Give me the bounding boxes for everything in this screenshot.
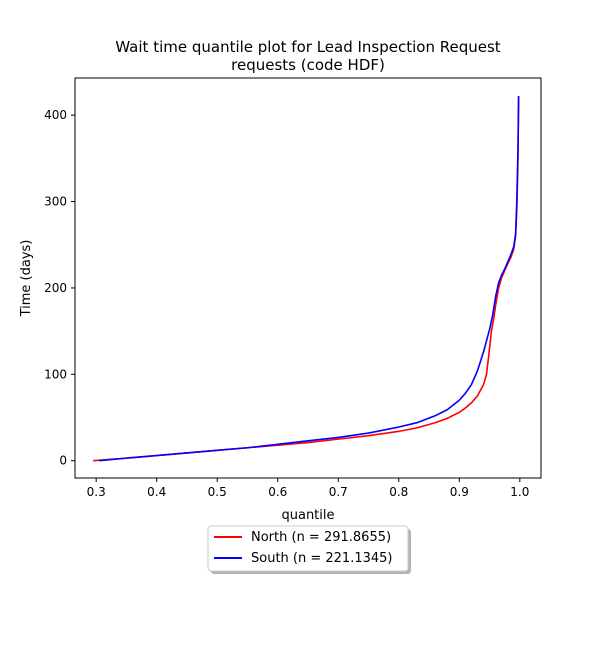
x-axis-label: quantile	[281, 508, 334, 523]
y-tick-label: 0	[59, 454, 67, 468]
legend-box	[207, 525, 409, 572]
chart-title-line-1: Wait time quantile plot for Lead Inspect…	[115, 38, 500, 56]
legend-label-north: North (n = 291.8655)	[251, 530, 391, 545]
x-tick-label: 1.0	[510, 485, 529, 499]
chart-title-line-2: requests (code HDF)	[231, 56, 385, 74]
legend-label-south: South (n = 221.1345)	[251, 551, 392, 566]
series-line-north	[93, 96, 520, 462]
x-tick-label: 0.7	[329, 485, 348, 499]
x-tick-label: 0.3	[87, 485, 106, 499]
series-line-south	[99, 96, 520, 462]
y-tick-label: 100	[44, 367, 67, 381]
y-tick-label: 400	[44, 108, 67, 122]
y-tick-label: 200	[44, 281, 67, 295]
series-lines	[93, 96, 520, 462]
x-tick-label: 0.4	[147, 485, 166, 499]
plot-frame	[74, 77, 542, 479]
legend: North (n = 291.8655) South (n = 221.1345…	[207, 525, 411, 574]
x-tick-label: 0.9	[450, 485, 469, 499]
x-tick-label: 0.8	[389, 485, 408, 499]
x-tick-label: 0.5	[208, 485, 227, 499]
x-axis-ticks: 0.3 0.4 0.5 0.6 0.7 0.8 0.9 1.0	[87, 478, 529, 499]
y-axis-label: Time (days)	[19, 240, 34, 318]
y-tick-label: 300	[44, 195, 67, 209]
x-tick-label: 0.6	[268, 485, 287, 499]
chart-title: Wait time quantile plot for Lead Inspect…	[115, 38, 500, 74]
y-axis-ticks: 0 100 200 300 400	[44, 108, 75, 468]
